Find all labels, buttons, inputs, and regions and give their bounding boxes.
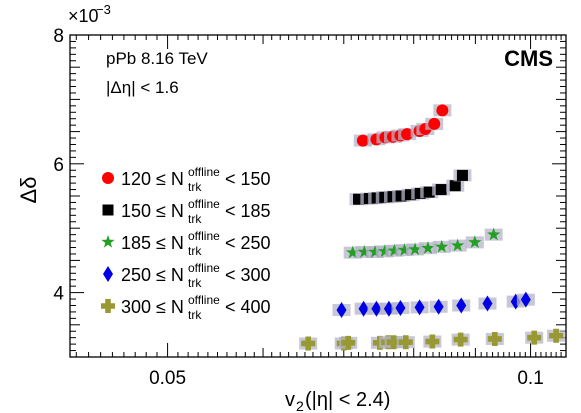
legend-label-subscript: trk [188, 308, 202, 322]
data-point [456, 169, 468, 181]
data-point [395, 190, 407, 202]
data-point [387, 243, 402, 257]
axis-ticks [70, 34, 566, 358]
data-point [433, 298, 444, 315]
axis-tick-labels: 4 6 8 0.05 0.1 [53, 26, 543, 389]
legend-label-suffix: < 150 [225, 169, 271, 189]
legend-label-superscript: offline [188, 229, 220, 243]
data-point [336, 301, 347, 318]
data-point [436, 104, 449, 117]
data-point [358, 300, 369, 317]
legend-label-prefix: 150 ≤ N [121, 201, 184, 221]
legend-label-suffix: < 250 [225, 233, 271, 253]
data-point [397, 243, 412, 256]
data-point [398, 335, 413, 350]
data-point [386, 335, 401, 350]
data-point [368, 245, 382, 258]
legend-label-subscript: trk [188, 276, 202, 290]
legend-label-subscript: trk [188, 244, 202, 258]
data-point [414, 299, 425, 316]
legend-label-prefix: 300 ≤ N [121, 297, 184, 317]
series-1 [353, 104, 452, 147]
y-axis-label: Δδ [16, 177, 41, 204]
y-axis-exponent-prefix: ×10 [68, 6, 99, 26]
y-tick-label: 4 [53, 284, 64, 305]
data-point [520, 291, 531, 308]
legend-marker [102, 172, 114, 184]
data-point [487, 331, 502, 346]
data-point [453, 332, 468, 347]
y-tick-label: 6 [53, 155, 64, 176]
legend-label-prefix: 250 ≤ N [121, 265, 184, 285]
data-point [357, 245, 371, 258]
data-point [346, 245, 360, 259]
y-tick-label: 8 [53, 26, 64, 47]
data-point [456, 297, 467, 314]
legend-label-suffix: < 400 [225, 297, 271, 317]
data-point [425, 334, 440, 349]
collision-system-label: pPb 8.16 TeV [106, 49, 208, 68]
y-axis-exponent-power: −3 [96, 2, 111, 17]
x-tick-label: 0.05 [149, 368, 186, 389]
x-axis-label-rest: (|η| < 2.4) [305, 389, 390, 411]
data-point [383, 300, 394, 317]
legend-marker [101, 235, 115, 248]
legend-marker [101, 299, 115, 313]
legend-label-prefix: 185 ≤ N [121, 233, 184, 253]
data-point [449, 180, 461, 192]
data-point [482, 295, 493, 312]
data-point [401, 128, 414, 141]
data-point [395, 300, 406, 317]
legend-marker [103, 266, 113, 282]
series-5 [299, 328, 566, 351]
data-point [450, 238, 465, 252]
data-point [549, 328, 564, 343]
data-point [408, 242, 422, 256]
data-point [468, 235, 482, 249]
series-3 [343, 227, 503, 259]
legend-label-superscript: offline [188, 293, 220, 307]
series-2 [349, 169, 472, 206]
data-point [353, 193, 365, 205]
experiment-label: CMS [504, 46, 553, 71]
data-point [341, 335, 356, 350]
data-point [435, 184, 447, 196]
data-point [421, 241, 435, 254]
data-points [299, 104, 566, 351]
data-point [428, 117, 441, 130]
legend-label-subscript: trk [188, 180, 202, 194]
x-axis-label: v 2 (|η| < 2.4) [285, 389, 390, 413]
data-point [371, 300, 382, 317]
legend-marker [102, 204, 114, 216]
legend-label-superscript: offline [188, 197, 220, 211]
series-4 [332, 291, 535, 318]
legend-label-subscript: trk [188, 212, 202, 226]
data-point [404, 189, 416, 201]
data-point [435, 239, 449, 253]
legend-label-superscript: offline [188, 261, 220, 275]
data-point [487, 227, 501, 241]
legend-label-suffix: < 300 [225, 265, 271, 285]
legend-label-prefix: 120 ≤ N [121, 169, 184, 189]
data-point [527, 330, 542, 345]
data-point [301, 336, 316, 351]
legend-label-suffix: < 185 [225, 201, 271, 221]
y-axis-exponent: ×10 −3 [68, 2, 111, 26]
data-point [378, 244, 392, 258]
x-tick-label: 0.1 [517, 368, 543, 389]
eta-gap-label: |Δη| < 1.6 [106, 78, 179, 97]
data-point [423, 186, 435, 198]
data-point [356, 134, 369, 147]
legend-label-superscript: offline [188, 165, 220, 179]
x-axis-label-subscript: 2 [296, 398, 304, 413]
x-axis-label-main: v [285, 389, 295, 411]
